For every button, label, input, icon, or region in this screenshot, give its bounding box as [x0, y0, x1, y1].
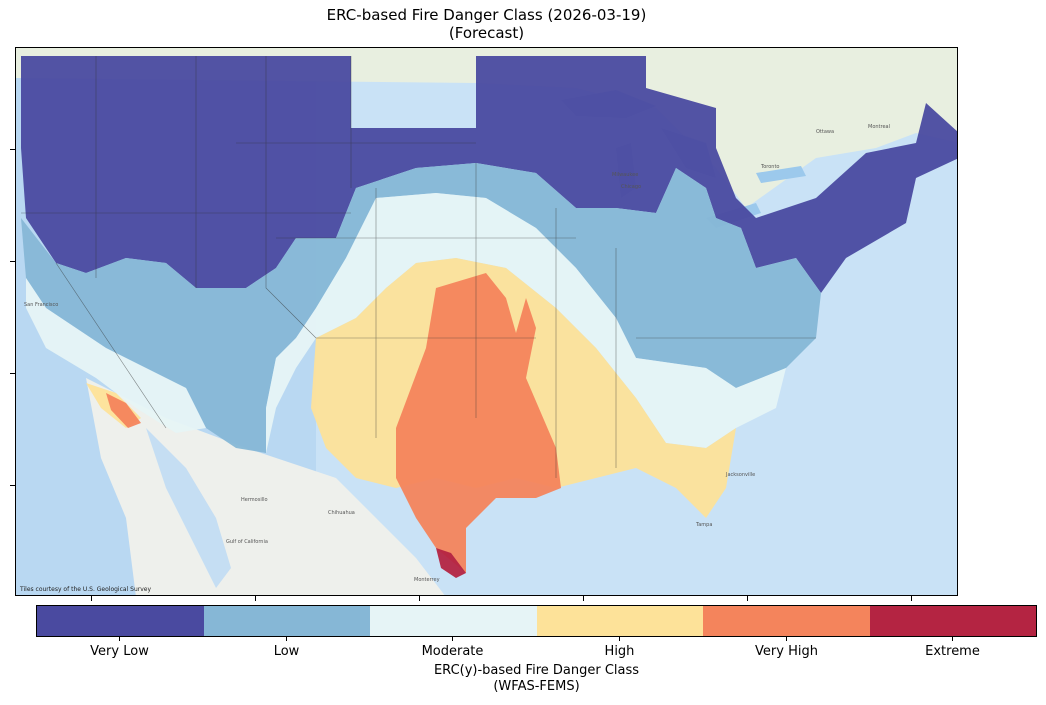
- zone-low: [21, 163, 821, 453]
- y-tick: [10, 261, 15, 262]
- x-tick: [255, 596, 256, 601]
- colorbar-label-extreme: Extreme: [925, 644, 980, 659]
- colorbar-title-line-2: (WFAS-FEMS): [493, 679, 580, 694]
- zone-moderate-central: [266, 193, 786, 453]
- chart-title: ERC-based Fire Danger Class (2026-03-19)…: [0, 6, 973, 42]
- map-credit: Tiles courtesy of the U.S. Geological Su…: [20, 586, 152, 593]
- colorbar-tick: [119, 637, 120, 641]
- x-tick: [419, 596, 420, 601]
- fire-danger-map: Chicago Milwaukee Toronto Ottawa Montrea…: [16, 48, 957, 595]
- zone-very-high: [396, 273, 561, 573]
- colorbar-title-line-1: ERC(y)-based Fire Danger Class: [433, 663, 640, 678]
- svg-text:Ottawa: Ottawa: [816, 129, 834, 135]
- x-tick: [91, 596, 92, 601]
- colorbar-label-low: Low: [273, 644, 300, 659]
- svg-text:San Francisco: San Francisco: [24, 302, 58, 308]
- x-tick: [583, 596, 584, 601]
- svg-text:Chicago: Chicago: [621, 184, 641, 190]
- zone-extreme: [436, 548, 466, 578]
- colorbar-tick: [952, 637, 953, 641]
- colorbar-extreme: [869, 606, 1036, 636]
- colorbar-tick: [452, 637, 453, 641]
- zone-moderate-coast: [26, 278, 206, 433]
- colorbar: [36, 605, 1037, 637]
- svg-text:Monterrey: Monterrey: [414, 577, 440, 583]
- svg-text:Milwaukee: Milwaukee: [612, 172, 638, 178]
- colorbar-label-high: High: [604, 644, 635, 659]
- place-labels: Chicago Milwaukee Toronto Ottawa Montrea…: [24, 124, 890, 583]
- svg-text:Tampa: Tampa: [695, 522, 712, 528]
- map-panel[interactable]: Chicago Milwaukee Toronto Ottawa Montrea…: [15, 47, 958, 596]
- svg-text:Chihuahua: Chihuahua: [328, 510, 355, 516]
- svg-text:Toronto: Toronto: [760, 164, 779, 170]
- svg-text:Montreal: Montreal: [868, 124, 890, 130]
- y-tick: [10, 373, 15, 374]
- colorbar-label-moderate: Moderate: [421, 644, 484, 659]
- title-line-1: ERC-based Fire Danger Class (2026-03-19): [326, 6, 647, 24]
- colorbar-moderate: [370, 606, 537, 636]
- colorbar-high: [536, 606, 703, 636]
- zone-very-high-socal: [106, 393, 141, 428]
- colorbar-label-very-high: Very High: [755, 644, 818, 659]
- y-tick: [10, 149, 15, 150]
- colorbar-low: [203, 606, 370, 636]
- colorbar-tick: [619, 637, 620, 641]
- colorbar-title: ERC(y)-based Fire Danger Class (WFAS-FEM…: [36, 663, 1037, 695]
- svg-text:Gulf of California: Gulf of California: [226, 539, 268, 545]
- x-tick: [911, 596, 912, 601]
- lake-ontario: [756, 166, 806, 183]
- svg-text:Jacksonville: Jacksonville: [725, 472, 755, 478]
- svg-text:Hermosillo: Hermosillo: [241, 497, 268, 503]
- colorbar-tick: [286, 637, 287, 641]
- y-tick: [10, 485, 15, 486]
- colorbar-tick: [786, 637, 787, 641]
- zone-very-low-north: [21, 56, 957, 293]
- title-line-2: (Forecast): [448, 24, 525, 42]
- gulf-of-california: [146, 428, 231, 588]
- colorbar-very-low: [37, 606, 204, 636]
- x-tick: [747, 596, 748, 601]
- colorbar-label-very-low: Very Low: [90, 644, 149, 659]
- state-boundaries: [21, 56, 816, 478]
- colorbar-very-high: [703, 606, 870, 636]
